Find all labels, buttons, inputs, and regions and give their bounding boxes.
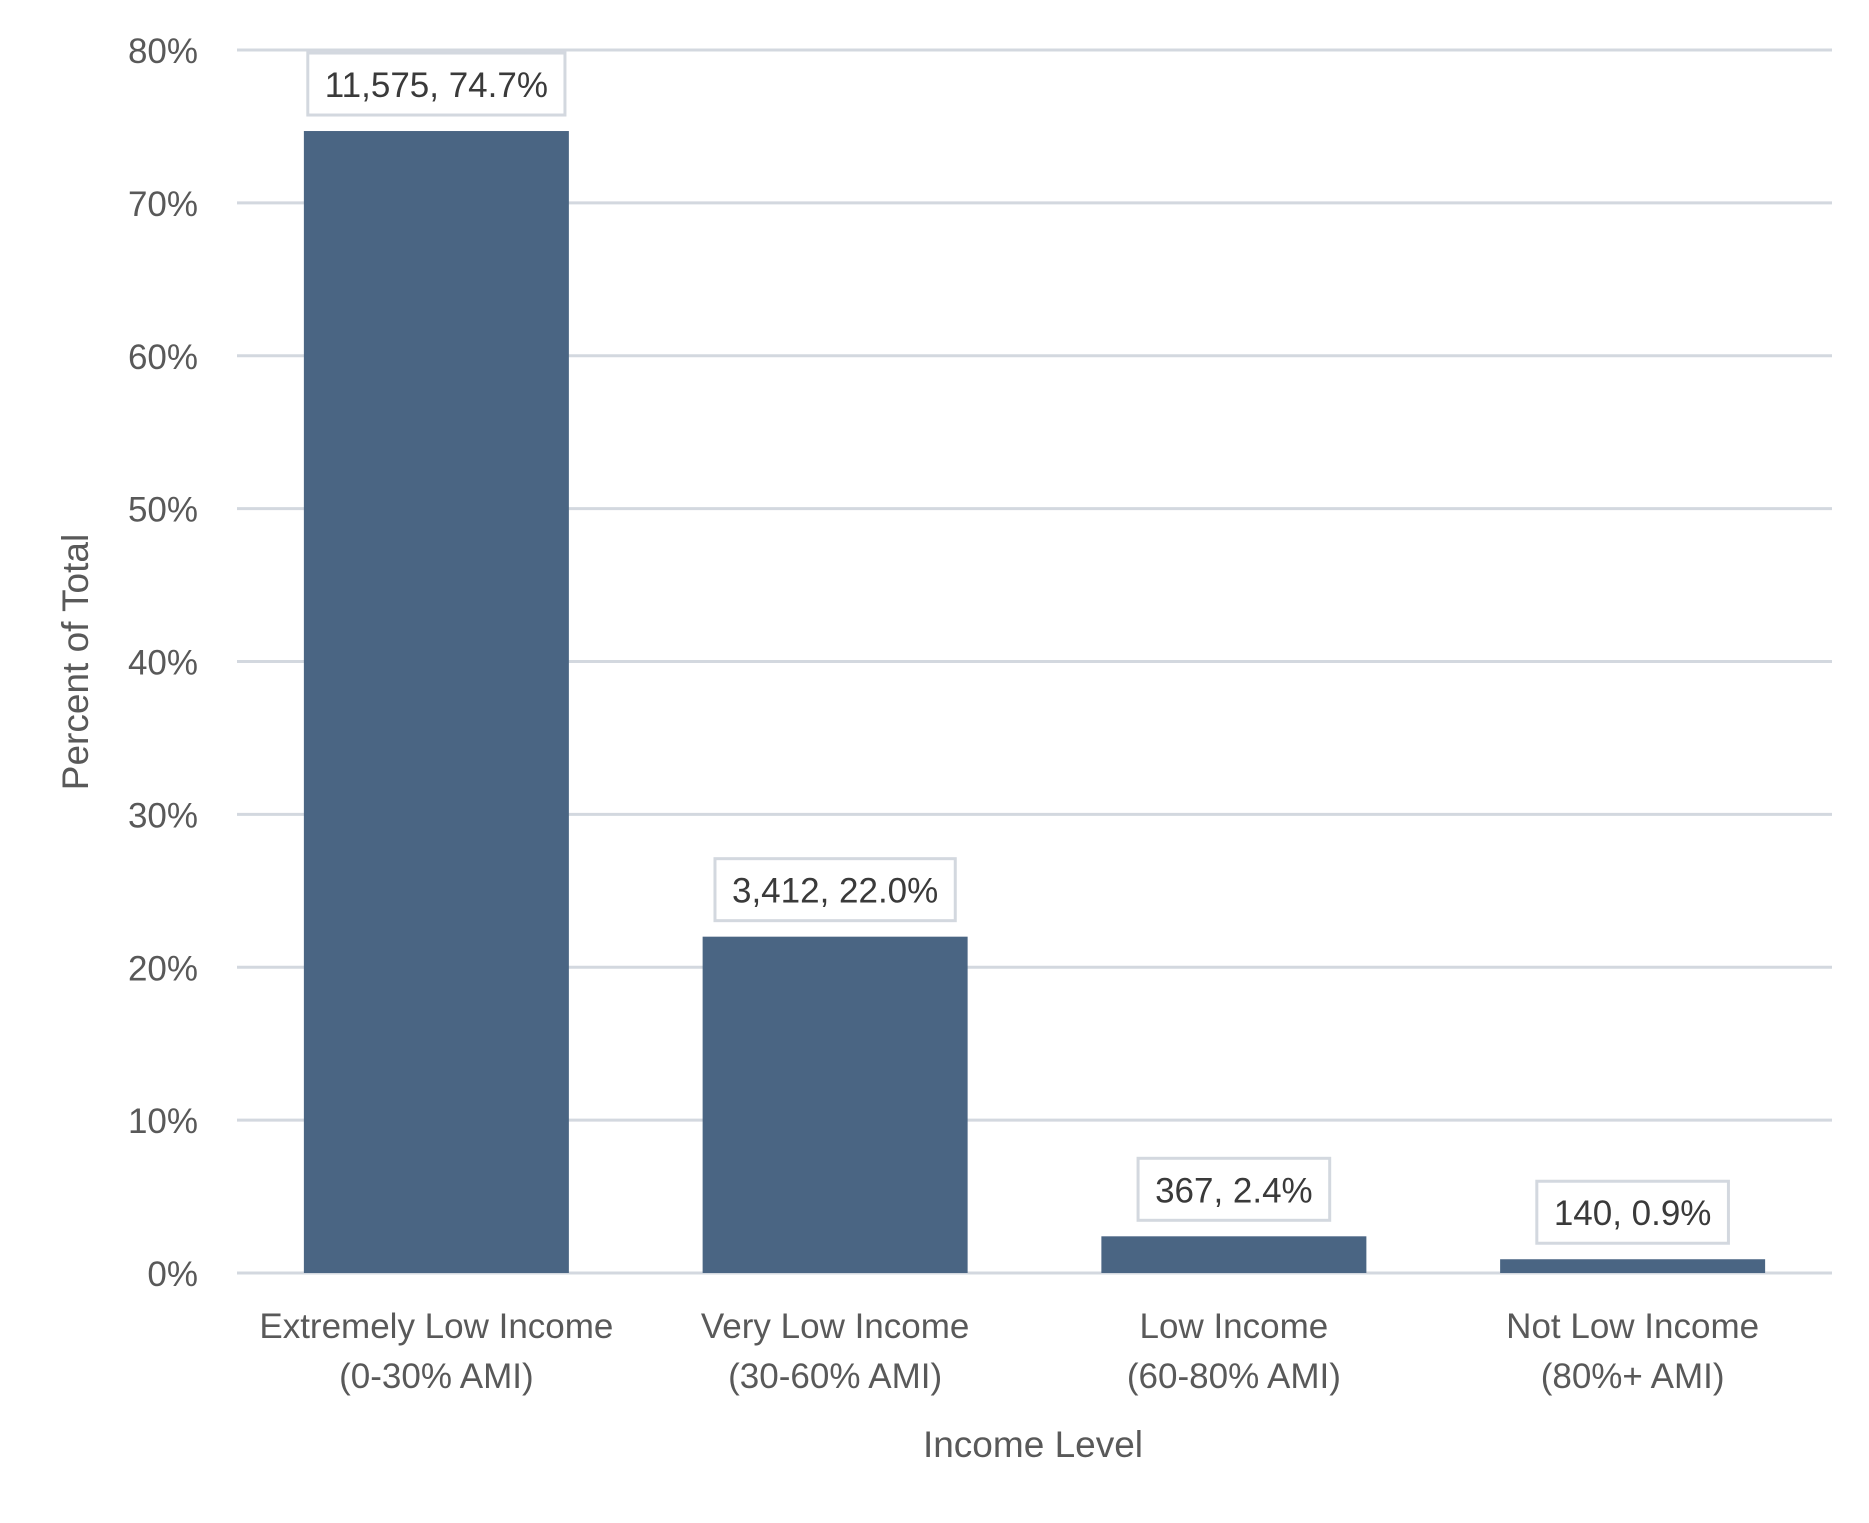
data-label-box	[306, 51, 567, 117]
bar	[1500, 1259, 1766, 1273]
data-label: 11,575, 74.7%	[306, 51, 567, 117]
y-tick-label: 20%	[128, 949, 198, 988]
y-tick-label: 60%	[128, 338, 198, 377]
bar	[1101, 1236, 1367, 1273]
data-label: 140, 0.9%	[1535, 1179, 1730, 1245]
data-label-text: 367, 2.4%	[1155, 1171, 1313, 1210]
y-tick-label: 50%	[128, 491, 198, 530]
data-label-text: 11,575, 74.7%	[325, 66, 548, 105]
bar	[702, 936, 968, 1273]
data-label-box	[1535, 1179, 1730, 1245]
y-axis-title: Percent of Total	[55, 534, 96, 790]
data-labels: 11,575, 74.7% 3,412, 22.0% 367, 2.4% 140, 0…	[306, 51, 1730, 1245]
x-tick-label: Extremely Low Income	[259, 1307, 613, 1346]
x-tick-label: Very Low Income	[701, 1307, 969, 1346]
bars	[303, 131, 1766, 1274]
data-label-text: 140, 0.9%	[1554, 1194, 1712, 1233]
x-axis-ticks: Extremely Low Income (0-30% AMI) Very Low …	[259, 1307, 1759, 1396]
y-tick-label: 80%	[128, 32, 198, 71]
y-axis-ticks: 0% 10% 20% 30% 40% 50% 60% 70% 80%	[128, 32, 198, 1294]
y-tick-label: 0%	[147, 1255, 198, 1294]
data-label-text: 3,412, 22.0%	[732, 872, 938, 911]
x-tick-label: (60-80% AMI)	[1127, 1357, 1341, 1396]
data-label: 3,412, 22.0%	[713, 857, 957, 923]
x-tick-label: (30-60% AMI)	[728, 1357, 942, 1396]
y-tick-label: 70%	[128, 185, 198, 224]
data-label: 367, 2.4%	[1136, 1156, 1332, 1222]
x-axis-title: Income Level	[923, 1424, 1143, 1465]
y-tick-label: 10%	[128, 1102, 198, 1141]
y-tick-label: 30%	[128, 796, 198, 835]
y-tick-label: 40%	[128, 644, 198, 683]
x-tick-label: (80%+ AMI)	[1541, 1357, 1725, 1396]
data-label-box	[1136, 1156, 1332, 1222]
x-tick-label: Low Income	[1140, 1307, 1329, 1346]
data-label-box	[713, 857, 957, 923]
bar	[303, 131, 569, 1274]
x-tick-label: Not Low Income	[1506, 1307, 1759, 1346]
x-tick-label: (0-30% AMI)	[339, 1357, 534, 1396]
